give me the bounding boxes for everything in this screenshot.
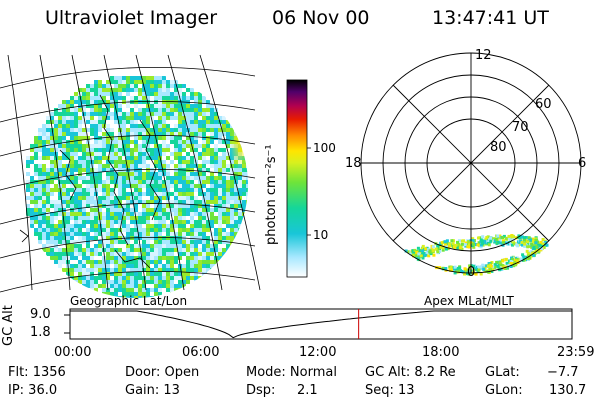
colorbar-label-100: 100 xyxy=(313,141,336,155)
limb-glow xyxy=(230,119,248,171)
polar-plot xyxy=(360,52,582,276)
polar-grid xyxy=(360,52,582,274)
colorbar-gradient xyxy=(286,79,308,278)
mlt-label-18: 18 xyxy=(345,156,362,171)
coastlines xyxy=(19,94,161,269)
seq-value: Seq: 13 xyxy=(365,383,415,398)
instrument-title: Ultraviolet Imager xyxy=(45,7,218,29)
dsp-label: Dsp: xyxy=(246,383,276,398)
geographic-caption: Geographic Lat/Lon xyxy=(70,294,188,308)
flight-number: Flt: 1356 xyxy=(8,365,66,380)
mode-value: Mode: Normal xyxy=(246,365,337,380)
gc-alt-value: GC Alt: 8.2 Re xyxy=(365,365,456,380)
mlat-label-80: 80 xyxy=(490,140,507,155)
geographic-map xyxy=(0,54,261,298)
alt-ytick-label-1.8: 1.8 xyxy=(30,325,51,340)
glon-label: GLon: xyxy=(485,383,523,398)
gain-value: Gain: 13 xyxy=(125,383,180,398)
altitude-curve xyxy=(70,310,572,339)
altitude-plot xyxy=(64,308,573,340)
xtick-1200: 12:00 xyxy=(299,345,337,360)
polar-diagonal-2 xyxy=(392,84,550,242)
door-status: Door: Open xyxy=(125,365,200,380)
mlat-label-70: 70 xyxy=(512,120,529,135)
aurora-oval xyxy=(404,234,549,276)
glon-value: 130.7 xyxy=(549,383,587,398)
xtick-0600: 06:00 xyxy=(182,345,220,360)
xtick-1800: 18:00 xyxy=(422,345,460,360)
dsp-value: 2.1 xyxy=(297,383,318,398)
altitude-plot-frame xyxy=(69,308,573,340)
colorbar-unit: photon cm⁻²s⁻¹ xyxy=(264,144,279,245)
time-label: 13:47:41 UT xyxy=(432,7,549,29)
gc-alt-axis-label: GC Alt xyxy=(1,305,16,346)
mlat-label-60: 60 xyxy=(535,97,552,112)
mlt-label-12: 12 xyxy=(475,48,492,63)
ip-value: IP: 36.0 xyxy=(8,383,58,398)
apex-caption: Apex MLat/MLT xyxy=(424,294,514,308)
date-label: 06 Nov 00 xyxy=(272,7,370,29)
lat-lon-grid xyxy=(0,54,261,293)
glat-label: GLat: xyxy=(485,365,520,380)
mlt-label-0: 0 xyxy=(467,265,476,280)
alt-ytick-label-9: 9.0 xyxy=(30,307,51,322)
xtick-0000: 00:00 xyxy=(54,345,92,360)
colorbar xyxy=(286,79,311,278)
glat-value: −7.7 xyxy=(547,365,579,380)
xtick-2359: 23:59 xyxy=(557,345,595,360)
colorbar-label-10: 10 xyxy=(313,228,329,242)
uv-intensity-pixels xyxy=(26,76,248,298)
mlt-label-6: 6 xyxy=(578,156,587,171)
